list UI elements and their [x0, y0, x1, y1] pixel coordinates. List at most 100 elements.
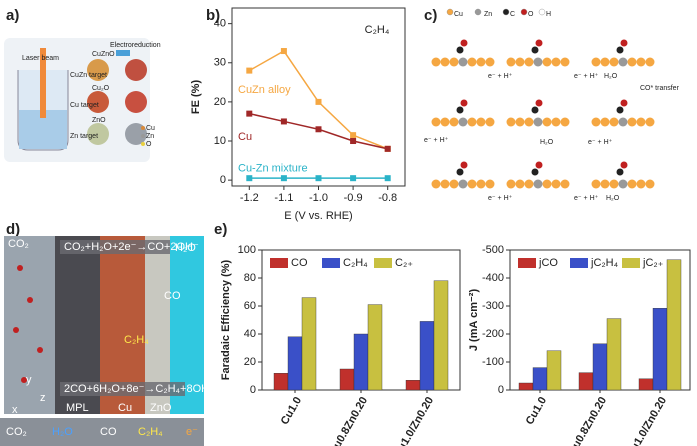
surface-atom: [636, 57, 646, 67]
legend-swatch: [141, 134, 145, 138]
series-label: CuZn alloy: [238, 84, 291, 96]
legend-swatch: [446, 8, 454, 16]
surface-atom: [551, 179, 561, 189]
surface-atom: [600, 117, 610, 127]
y-tick-label: 40: [214, 18, 226, 30]
legend-label: Cu: [454, 11, 463, 18]
water-label: H₂O: [604, 73, 618, 80]
bar: [353, 333, 369, 391]
surface-atom: [533, 57, 543, 67]
legend-swatch: [518, 258, 536, 268]
legend-label: H: [546, 11, 551, 18]
h2o-label: H₂O: [175, 242, 196, 254]
point-marker: [280, 118, 287, 125]
surface-atom: [551, 57, 561, 67]
surface-atom: [449, 117, 459, 127]
point-marker: [280, 48, 287, 55]
y-tick-label: 10: [214, 135, 226, 147]
surface-atom: [485, 179, 495, 189]
series-label: Cu-Zn mixture: [238, 162, 308, 174]
surface-atom: [600, 179, 610, 189]
layer-label: Cu: [118, 402, 132, 414]
bar: [518, 382, 534, 391]
legend-swatch: [570, 258, 588, 268]
surface-atom: [591, 179, 601, 189]
surface-atom: [485, 117, 495, 127]
x-tick-label: Cu1.0: [279, 395, 304, 427]
x-tick-label: -1.0: [309, 192, 328, 204]
panel-label: d): [6, 221, 20, 238]
y-tick-label: -100: [482, 356, 504, 368]
axis-label: x: [12, 404, 18, 416]
x-tick-label: Cu0.8Zn0.20: [566, 395, 609, 446]
surface-atom: [515, 57, 525, 67]
surface-atom: [524, 117, 534, 127]
surface-atom: [515, 117, 525, 127]
surface-atom: [591, 57, 601, 67]
x-tick-label: -1.1: [274, 192, 293, 204]
legend-label: jC₂₊: [642, 257, 664, 269]
legend-label: C₂H₄: [343, 257, 368, 269]
surface-atom: [533, 179, 543, 189]
strip-label: H₂O: [52, 426, 73, 438]
panel-label: b): [206, 7, 220, 24]
surface-atom: [618, 117, 628, 127]
adsorbate: [460, 161, 468, 169]
surface-atom: [600, 57, 610, 67]
layer-label: ZnO: [150, 402, 172, 414]
bar: [578, 372, 594, 391]
bar: [546, 350, 562, 391]
x-tick-label: Cu1.0/Zn0.20: [625, 395, 669, 446]
y-axis-label: J (mA cm⁻²): [468, 289, 480, 352]
bar: [592, 343, 608, 391]
oxide-label: Cu₂O: [92, 85, 110, 92]
surface-atom: [431, 117, 441, 127]
point-marker: [350, 175, 357, 182]
y-tick-label: 30: [214, 57, 226, 69]
surface-atom: [609, 179, 619, 189]
water-label: H₂O: [606, 195, 620, 202]
legend-swatch: [502, 8, 510, 16]
legend-label: CO: [291, 257, 308, 269]
surface-atom: [431, 57, 441, 67]
point-marker: [384, 145, 391, 152]
legend-label: Cu: [146, 125, 155, 132]
y-tick-label: 0: [250, 384, 256, 396]
adsorbate: [616, 106, 624, 114]
product-label: CuZnO: [92, 51, 115, 58]
point-marker: [350, 132, 357, 139]
bar: [652, 308, 668, 391]
surface-atom: [609, 57, 619, 67]
legend-swatch: [374, 258, 392, 268]
step-label: e⁻ + H⁺: [488, 195, 513, 202]
adsorbate: [535, 39, 543, 47]
surface-atom: [560, 57, 570, 67]
surface-atom: [636, 117, 646, 127]
adsorbate: [535, 99, 543, 107]
legend-label: C₂₊: [395, 257, 413, 269]
legend-label: Zn: [146, 133, 154, 140]
axis-label: y: [26, 374, 32, 386]
point-marker: [246, 175, 253, 182]
panel-label: c): [424, 7, 437, 24]
bar: [405, 380, 421, 391]
surface-atom: [524, 179, 534, 189]
surface-atom: [440, 179, 450, 189]
bar: [433, 280, 449, 391]
strip-label: e⁻: [186, 426, 198, 438]
water-label: H₂O: [540, 139, 554, 146]
point-marker: [315, 175, 322, 182]
process-label: Electroreduction: [110, 42, 161, 49]
legend-label: jC₂H₄: [590, 257, 619, 269]
point-marker: [280, 175, 287, 182]
bar: [532, 367, 548, 391]
surface-atom: [458, 179, 468, 189]
y-tick-label: 0: [220, 174, 226, 186]
adsorbate: [456, 168, 464, 176]
y-tick-label: 20: [244, 356, 256, 368]
legend-swatch: [520, 8, 528, 16]
bar: [666, 259, 682, 391]
surface-atom: [476, 117, 486, 127]
y-tick-label: 40: [244, 328, 256, 340]
surface-atom: [467, 57, 477, 67]
